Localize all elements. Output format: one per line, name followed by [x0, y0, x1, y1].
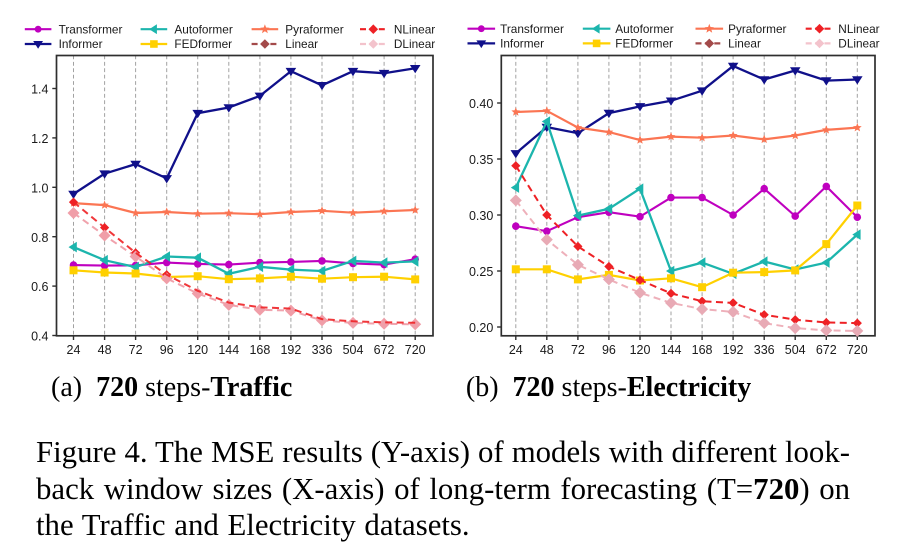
svg-text:Linear: Linear — [285, 37, 318, 51]
svg-text:Transformer: Transformer — [500, 22, 564, 36]
svg-text:DLinear: DLinear — [394, 37, 435, 51]
svg-text:48: 48 — [98, 343, 112, 357]
svg-text:FEDformer: FEDformer — [174, 37, 232, 51]
svg-text:0.4: 0.4 — [31, 330, 48, 344]
svg-text:144: 144 — [661, 343, 682, 357]
svg-text:NLinear: NLinear — [394, 22, 435, 36]
svg-text:72: 72 — [129, 343, 143, 357]
svg-text:672: 672 — [374, 343, 395, 357]
svg-text:168: 168 — [692, 343, 713, 357]
svg-text:Autoformer: Autoformer — [615, 22, 673, 36]
svg-text:120: 120 — [630, 343, 651, 357]
svg-text:336: 336 — [312, 343, 333, 357]
svg-text:Informer: Informer — [59, 37, 103, 51]
svg-text:1.0: 1.0 — [31, 181, 48, 195]
svg-text:120: 120 — [187, 343, 208, 357]
svg-text:0.8: 0.8 — [31, 231, 48, 245]
svg-text:48: 48 — [540, 343, 554, 357]
svg-text:0.35: 0.35 — [469, 153, 493, 167]
svg-text:DLinear: DLinear — [838, 37, 879, 51]
svg-text:96: 96 — [160, 343, 174, 357]
svg-text:504: 504 — [785, 343, 806, 357]
svg-text:0.6: 0.6 — [31, 280, 48, 294]
svg-text:192: 192 — [280, 343, 301, 357]
svg-text:504: 504 — [343, 343, 364, 357]
svg-text:NLinear: NLinear — [838, 22, 879, 36]
svg-text:192: 192 — [723, 343, 744, 357]
svg-text:96: 96 — [602, 343, 616, 357]
svg-text:Pyraformer: Pyraformer — [285, 22, 343, 36]
svg-text:0.40: 0.40 — [469, 97, 493, 111]
svg-text:FEDformer: FEDformer — [615, 37, 673, 51]
svg-text:0.20: 0.20 — [469, 321, 493, 335]
svg-text:336: 336 — [754, 343, 775, 357]
svg-text:720: 720 — [847, 343, 868, 357]
svg-text:720: 720 — [405, 343, 426, 357]
svg-text:Transformer: Transformer — [59, 22, 123, 36]
svg-text:1.2: 1.2 — [31, 132, 48, 146]
svg-text:1.4: 1.4 — [31, 83, 48, 97]
svg-text:672: 672 — [816, 343, 837, 357]
svg-text:Pyraformer: Pyraformer — [728, 22, 786, 36]
svg-text:168: 168 — [249, 343, 270, 357]
svg-text:24: 24 — [67, 343, 81, 357]
svg-text:Linear: Linear — [728, 37, 761, 51]
svg-text:72: 72 — [571, 343, 585, 357]
svg-text:0.25: 0.25 — [469, 265, 493, 279]
svg-text:0.30: 0.30 — [469, 209, 493, 223]
svg-text:Autoformer: Autoformer — [174, 22, 232, 36]
svg-text:144: 144 — [218, 343, 239, 357]
svg-text:Informer: Informer — [500, 37, 544, 51]
svg-text:24: 24 — [509, 343, 523, 357]
